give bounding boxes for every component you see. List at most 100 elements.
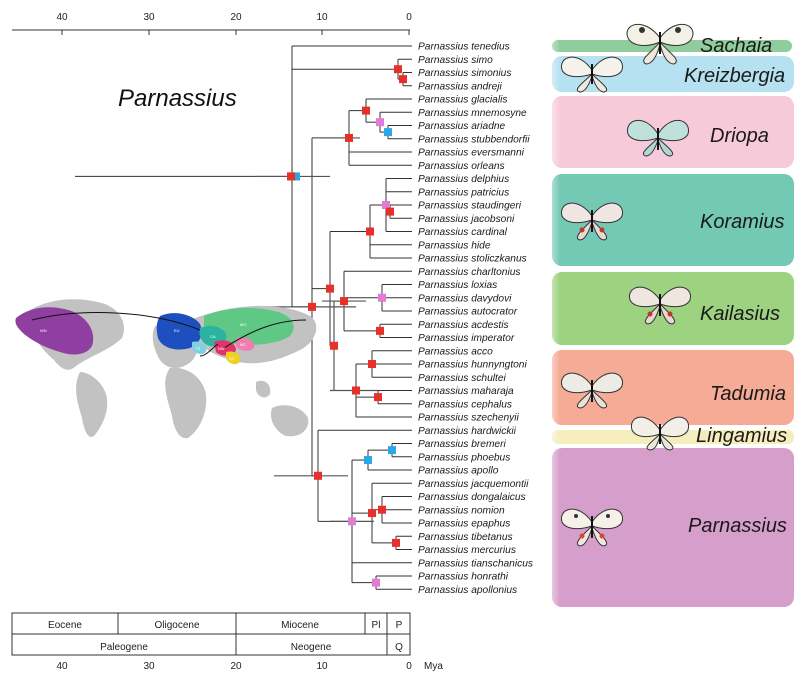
taxon-label: Parnassius charltonius (418, 267, 521, 278)
butterfly-illustrations (561, 23, 694, 547)
world-map-inset: WN EU CA MO TS NC NW SC (15, 299, 317, 439)
map-label-nw: NW (218, 346, 225, 351)
taxon-label: Parnassius davydovi (418, 293, 512, 304)
node-marker (348, 517, 356, 526)
node-marker (314, 471, 322, 480)
subgenus-label-kailasius: Kailasius (700, 303, 780, 325)
taxon-label: Parnassius autocrator (418, 307, 518, 318)
taxon-label: Parnassius honrathi (418, 572, 509, 583)
node-marker (374, 393, 382, 402)
node-marker (388, 446, 396, 455)
taxon-label: Parnassius orleans (418, 161, 505, 172)
period-quaternary: Q (395, 642, 403, 653)
taxon-label: Parnassius staudingeri (418, 201, 522, 212)
taxon-label: Parnassius ariadne (418, 121, 506, 132)
node-marker (352, 386, 360, 395)
region-sc (226, 351, 241, 365)
subgenus-label-tadumia: Tadumia (710, 383, 786, 405)
node-marker (382, 201, 390, 209)
bottom-tick-40: 40 (56, 661, 68, 672)
subgenus-labels: Sachaia Kreizbergia Driopa Koramius Kail… (684, 35, 787, 537)
taxon-label: Parnassius imperator (418, 333, 515, 344)
node-marker (378, 293, 386, 302)
top-tick-0: 0 (406, 12, 412, 23)
node-marker (394, 65, 402, 74)
bottom-tick-20: 20 (230, 661, 242, 672)
bottom-time-axis: 40 30 20 10 0 Mya (56, 661, 443, 672)
node-marker (384, 128, 392, 137)
bottom-tick-0: 0 (406, 661, 412, 672)
taxon-label: Parnassius szechenyii (418, 413, 520, 424)
taxon-label: Parnassius schultei (418, 373, 507, 384)
taxon-label: Parnassius simonius (418, 68, 511, 79)
period-neogene: Neogene (291, 642, 332, 653)
taxon-label: Parnassius apollo (418, 466, 499, 477)
taxon-label: Parnassius simo (418, 55, 493, 66)
node-marker (295, 172, 300, 181)
taxon-label: Parnassius mercurius (418, 545, 516, 556)
taxon-label: Parnassius loxias (418, 280, 497, 291)
top-tick-40: 40 (56, 12, 68, 23)
subgenus-label-kreizbergia: Kreizbergia (684, 65, 785, 87)
bottom-tick-30: 30 (143, 661, 155, 672)
node-marker (376, 326, 384, 335)
region-ts (192, 341, 207, 355)
taxon-label: Parnassius eversmanni (418, 148, 525, 159)
node-marker (364, 456, 372, 465)
phylogenetic-tree (75, 45, 412, 590)
taxon-label: Parnassius stoliczkanus (418, 254, 527, 265)
taxon-label: Parnassius acdestis (418, 320, 509, 331)
map-label-wn: WN (40, 328, 47, 333)
node-marker (287, 172, 295, 181)
taxon-label: Parnassius stubbendorfii (418, 134, 530, 145)
top-time-axis: 40 30 20 10 0 (12, 12, 412, 35)
taxon-label: Parnassius jacobsoni (418, 214, 515, 225)
taxon-label: Parnassius epaphus (418, 519, 510, 530)
node-marker (372, 578, 380, 587)
map-label-mo: MO (240, 322, 246, 327)
epoch-miocene: Miocene (281, 620, 319, 631)
taxon-label: Parnassius hunnyngtoni (418, 360, 527, 371)
dispersal-arrow-west (31, 312, 201, 331)
node-marker (326, 284, 334, 293)
map-label-nc: NC (240, 342, 246, 347)
taxon-label: Parnassius tianschanicus (418, 558, 533, 569)
axis-unit-label: Mya (424, 661, 443, 672)
map-label-eu: EU (174, 328, 180, 333)
node-marker (392, 538, 400, 547)
subgenus-label-parnassius: Parnassius (688, 515, 787, 537)
taxon-label: Parnassius tenedius (418, 42, 510, 53)
node-marker (378, 505, 386, 514)
butterfly-icon-parnassius (561, 508, 623, 547)
taxon-labels: Parnassius tenedius Parnassius simo Parnas… (418, 42, 533, 596)
butterfly-icon-kailasius (629, 286, 691, 325)
subgenus-label-sachaia: Sachaia (700, 35, 772, 57)
taxon-label: Parnassius jacquemontii (418, 479, 529, 490)
node-marker (366, 227, 374, 236)
butterfly-icon-kreizbergia (561, 56, 623, 93)
node-marker (340, 297, 348, 306)
node-marker (362, 106, 370, 115)
taxon-label: Parnassius glacialis (418, 95, 507, 106)
dispersal-arrow-east (223, 319, 307, 349)
taxon-label: Parnassius bremeri (418, 439, 506, 450)
node-marker (386, 207, 394, 216)
epoch-oligocene: Oligocene (154, 620, 199, 631)
subgenus-bands (540, 36, 794, 612)
top-tick-30: 30 (143, 12, 155, 23)
taxon-label: Parnassius hardwickii (418, 426, 517, 437)
taxon-label: Parnassius nomion (418, 505, 505, 516)
taxon-label: Parnassius maharaja (418, 386, 514, 397)
taxon-label: Parnassius hide (418, 240, 491, 251)
butterfly-icon-koramius (561, 202, 623, 241)
bottom-tick-10: 10 (316, 661, 328, 672)
node-marker (368, 509, 376, 518)
epoch-pliocene: Pl (372, 620, 381, 631)
epoch-pleistocene: P (396, 620, 403, 631)
butterfly-icon-driopa (627, 120, 689, 157)
map-label-ts: TS (195, 346, 200, 351)
taxon-label: Parnassius delphius (418, 174, 509, 185)
node-marker (399, 75, 407, 84)
taxon-label: Parnassius patricius (418, 187, 509, 198)
taxon-label: Parnassius mnemosyne (418, 108, 527, 119)
